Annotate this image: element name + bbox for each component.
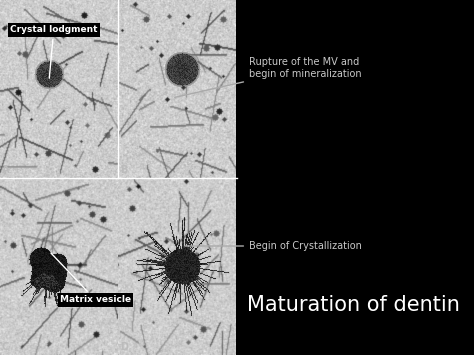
Text: B: B [120, 165, 128, 175]
Text: Maturation of dentin: Maturation of dentin [246, 295, 460, 315]
Text: Rupture of the MV and
begin of mineralization: Rupture of the MV and begin of mineraliz… [175, 57, 362, 97]
Text: C: C [2, 342, 9, 352]
Text: A: A [2, 165, 9, 175]
Text: Crystal lodgment: Crystal lodgment [10, 26, 98, 78]
Text: D: D [120, 342, 128, 352]
Text: Begin of Crystallization: Begin of Crystallization [185, 241, 362, 251]
Text: Matrix vesicle: Matrix vesicle [51, 253, 131, 305]
